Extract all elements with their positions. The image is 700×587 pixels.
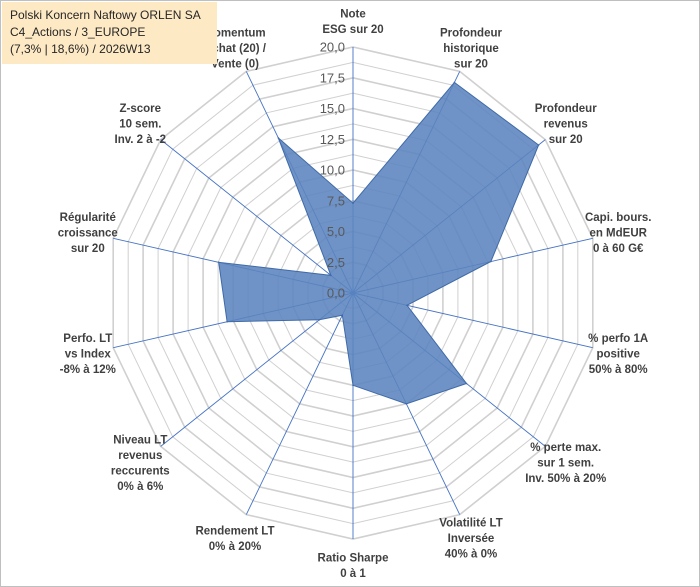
axis-label-line: reccurents: [111, 465, 170, 477]
tick-label: 0,0: [327, 286, 345, 301]
axis-label-line: revenus: [544, 118, 588, 130]
axis-label-line: Volatilité LT: [439, 518, 502, 530]
axis-label-line: Inv. 50% à 20%: [525, 473, 606, 485]
axis-label-line: sur 20: [71, 243, 105, 255]
axis-label: % perfo 1A positive 50% à 80%: [588, 333, 648, 376]
axis-label-line: 40% à 0%: [445, 549, 497, 561]
axis-label-line: Régularité: [60, 212, 116, 224]
axis-label-line: Perfo. LT: [63, 333, 112, 345]
axis-spoke: [245, 292, 354, 515]
axis-label: Ratio Sharpe 0 à 1: [318, 552, 389, 580]
tick-label: 5,0: [327, 224, 345, 239]
tick-label: 12,5: [320, 132, 345, 147]
data-point: [352, 202, 354, 204]
axis-label: Z-score 10 sem. Inv. 2 à -2: [115, 103, 167, 146]
data-point: [217, 261, 220, 264]
axis-label-line: 0% à 6%: [117, 481, 163, 493]
axis-label-line: historique: [443, 43, 499, 55]
axis-label-line: Niveau LT: [113, 434, 167, 446]
radar-series: [217, 81, 540, 405]
data-point: [318, 319, 321, 321]
axis-label: Niveau LT revenus reccurents 0% à 6%: [111, 434, 170, 493]
axis-spoke: [160, 139, 354, 294]
axis-label: Rendement LT 0% à 20%: [195, 525, 274, 553]
axis-label: Profondeur revenus sur 20: [535, 103, 597, 146]
axis-label-line: en MdEUR: [589, 228, 647, 240]
axis-label-line: Momentum: [204, 27, 265, 39]
axis-label-line: % perte max.: [530, 442, 601, 454]
axis-label-line: sur 20: [549, 134, 583, 146]
data-point: [537, 144, 540, 146]
axis-label-line: 0% à 20%: [209, 541, 261, 553]
axis-labels: Note ESG sur 20 Profondeur historique sur 20…: [58, 8, 652, 580]
axis-label: Note ESG sur 20: [322, 8, 383, 36]
axis-label-line: Capi. bours.: [585, 212, 651, 224]
axis-label-line: vs Index: [65, 349, 112, 361]
axis-label: Régularité croissance sur 20: [58, 212, 118, 255]
title-stats: (7,3% | 18,6%) / 2026W13: [10, 42, 151, 56]
data-point: [341, 314, 344, 317]
axis-label-line: Note: [340, 8, 366, 20]
axis-label: Momentum Achat (20) / Vente (0): [204, 27, 267, 70]
data-point: [490, 260, 492, 263]
data-point: [465, 382, 468, 385]
axis-label: Profondeur historique sur 20: [440, 27, 502, 70]
data-point: [405, 403, 408, 405]
axis-label-line: Inv. 2 à -2: [115, 134, 167, 146]
axis-label-line: % perfo 1A: [588, 333, 648, 345]
axis-label: Capi. bours. en MdEUR 0 à 60 G€: [585, 212, 651, 255]
axis-label-line: 0 à 1: [340, 568, 366, 580]
radial-tick-labels: 0,0 2,5 5,0 7,5 10,0 12,5 15,0 17,5 20,0: [320, 40, 345, 301]
axis-label-line: sur 1 sem.: [537, 458, 594, 470]
axis-label-line: Profondeur: [440, 27, 502, 39]
axis-label: Perfo. LT vs Index -8% à 12%: [60, 333, 116, 376]
axis-label-line: Rendement LT: [195, 525, 274, 537]
title-category: C4_Actions / 3_EUROPE: [10, 25, 146, 39]
axis-label-line: 0 à 60 G€: [593, 243, 644, 255]
data-point: [352, 384, 354, 387]
data-point: [277, 137, 280, 139]
axis-label-line: Profondeur: [535, 103, 597, 115]
axis-label-line: ESG sur 20: [322, 24, 383, 36]
tick-label: 10,0: [320, 163, 345, 178]
chart-title-box: Polski Koncern Naftowy ORLEN SA C4_Actio…: [2, 2, 217, 64]
axis-label-line: croissance: [58, 228, 118, 240]
axis-label-line: 50% à 80%: [589, 364, 648, 376]
data-point: [453, 81, 456, 84]
title-company: Polski Koncern Naftowy ORLEN SA: [10, 8, 201, 22]
tick-label: 17,5: [320, 70, 345, 85]
tick-label: 20,0: [320, 40, 345, 55]
data-point: [330, 274, 332, 277]
data-point: [226, 320, 228, 323]
axis-label-line: Ratio Sharpe: [318, 552, 389, 564]
axis-label-line: Inversée: [448, 533, 495, 545]
axis-label: Volatilité LT Inversée 40% à 0%: [439, 518, 502, 561]
axis-label-line: sur 20: [454, 58, 488, 70]
tick-label: 15,0: [320, 101, 345, 116]
data-point: [406, 304, 408, 307]
axis-label-line: -8% à 12%: [60, 364, 116, 376]
axis-label-line: Z-score: [120, 103, 162, 115]
axis-label-line: positive: [596, 349, 639, 361]
axis-label-line: revenus: [118, 450, 162, 462]
axis-label-line: Achat (20) /: [204, 43, 267, 55]
axis-label-line: Vente (0): [211, 58, 259, 70]
axis-label-line: 10 sem.: [119, 118, 161, 130]
axis-label: % perte max. sur 1 sem. Inv. 50% à 20%: [525, 442, 606, 485]
tick-label: 7,5: [327, 193, 345, 208]
tick-label: 2,5: [327, 255, 345, 270]
